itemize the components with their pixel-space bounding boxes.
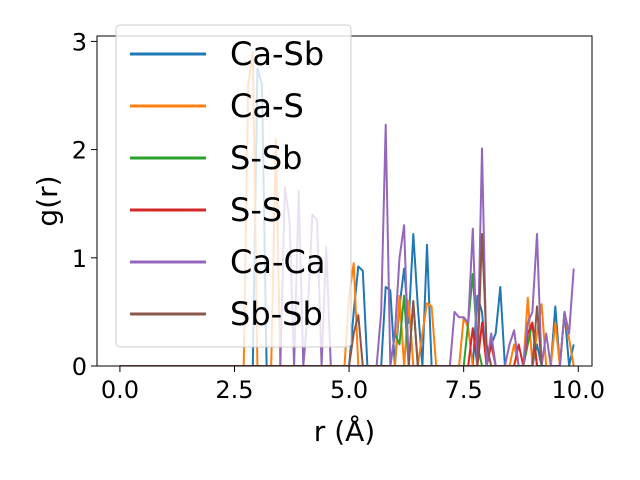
y-tick-label: 2 <box>72 137 87 165</box>
legend-label-ca-sb: Ca-Sb <box>230 35 324 73</box>
x-axis-label: r (Å) <box>314 414 375 448</box>
y-tick-label: 1 <box>72 245 87 273</box>
legend-label-sb-sb: Sb-Sb <box>230 295 323 333</box>
y-tick-label: 3 <box>72 28 87 56</box>
x-tick-label: 2.5 <box>215 376 253 404</box>
x-axis-ticks: 0.0 2.5 5.0 7.5 10.0 <box>101 366 605 404</box>
x-tick-label: 7.5 <box>445 376 483 404</box>
series-line-sb-sb <box>119 233 543 366</box>
x-tick-label: 10.0 <box>552 376 605 404</box>
legend: Ca-Sb Ca-S S-Sb S-S Ca-Ca Sb-Sb <box>115 24 352 348</box>
legend-label-s-sb: S-Sb <box>230 139 302 177</box>
legend-label-ca-ca: Ca-Ca <box>230 243 325 281</box>
series-line-s-sb <box>119 273 542 366</box>
x-tick-label: 5.0 <box>330 376 368 404</box>
x-tick-label: 0.0 <box>101 376 139 404</box>
legend-label-ca-s: Ca-S <box>230 87 304 125</box>
legend-label-s-s: S-S <box>230 191 282 229</box>
y-axis-ticks: 0 1 2 3 <box>72 28 97 381</box>
y-axis-label: g(r) <box>31 175 64 226</box>
y-tick-label: 0 <box>72 353 87 381</box>
